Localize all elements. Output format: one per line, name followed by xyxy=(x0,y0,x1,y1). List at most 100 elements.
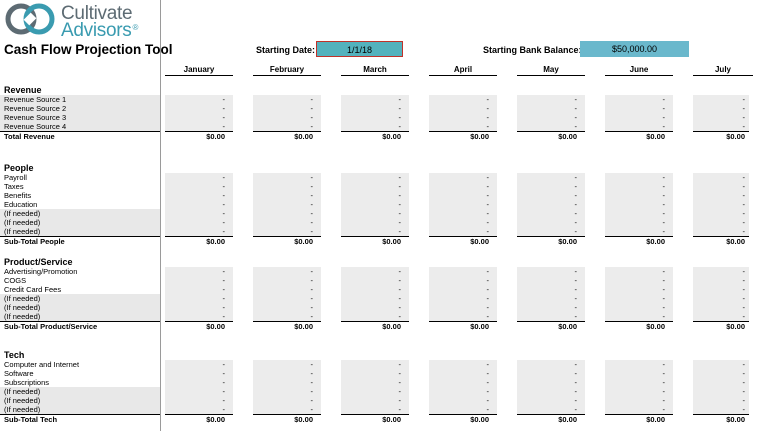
value-cell[interactable]: - xyxy=(574,173,578,182)
value-cell[interactable]: - xyxy=(486,122,490,131)
value-cell[interactable]: - xyxy=(662,303,666,312)
value-cell[interactable]: - xyxy=(222,312,226,321)
value-cell[interactable]: - xyxy=(574,405,578,414)
value-cell[interactable]: - xyxy=(574,227,578,236)
value-cell[interactable]: - xyxy=(398,396,402,405)
value-cell[interactable]: - xyxy=(222,113,226,122)
value-cell[interactable]: - xyxy=(222,303,226,312)
value-cell[interactable]: - xyxy=(310,312,314,321)
value-cell[interactable]: - xyxy=(310,122,314,131)
value-cell[interactable]: - xyxy=(398,122,402,131)
value-cell[interactable]: - xyxy=(742,122,746,131)
value-cell[interactable]: - xyxy=(486,200,490,209)
value-cell[interactable]: - xyxy=(662,387,666,396)
value-cell[interactable]: - xyxy=(310,405,314,414)
value-cell[interactable]: - xyxy=(398,209,402,218)
value-cell[interactable]: - xyxy=(398,369,402,378)
value-cell[interactable]: - xyxy=(662,405,666,414)
value-cell[interactable]: - xyxy=(574,267,578,276)
value-cell[interactable]: - xyxy=(662,267,666,276)
value-cell[interactable]: - xyxy=(310,396,314,405)
value-cell[interactable]: - xyxy=(742,267,746,276)
value-cell[interactable]: - xyxy=(742,303,746,312)
value-cell[interactable]: - xyxy=(222,294,226,303)
value-cell[interactable]: - xyxy=(486,209,490,218)
value-cell[interactable]: - xyxy=(662,378,666,387)
value-cell[interactable]: - xyxy=(662,276,666,285)
value-cell[interactable]: - xyxy=(222,369,226,378)
value-cell[interactable]: - xyxy=(486,191,490,200)
value-cell[interactable]: - xyxy=(222,191,226,200)
value-cell[interactable]: - xyxy=(222,122,226,131)
value-cell[interactable]: - xyxy=(742,312,746,321)
value-cell[interactable]: - xyxy=(742,276,746,285)
value-cell[interactable]: - xyxy=(222,209,226,218)
value-cell[interactable]: - xyxy=(662,104,666,113)
value-cell[interactable]: - xyxy=(310,267,314,276)
value-cell[interactable]: - xyxy=(574,104,578,113)
value-cell[interactable]: - xyxy=(574,113,578,122)
value-cell[interactable]: - xyxy=(742,227,746,236)
value-cell[interactable]: - xyxy=(662,182,666,191)
value-cell[interactable]: - xyxy=(310,200,314,209)
value-cell[interactable]: - xyxy=(310,378,314,387)
value-cell[interactable]: - xyxy=(398,218,402,227)
value-cell[interactable]: - xyxy=(222,200,226,209)
value-cell[interactable]: - xyxy=(742,369,746,378)
value-cell[interactable]: - xyxy=(310,209,314,218)
value-cell[interactable]: - xyxy=(486,294,490,303)
value-cell[interactable]: - xyxy=(574,122,578,131)
value-cell[interactable]: - xyxy=(662,191,666,200)
value-cell[interactable]: - xyxy=(310,303,314,312)
value-cell[interactable]: - xyxy=(398,303,402,312)
value-cell[interactable]: - xyxy=(662,200,666,209)
value-cell[interactable]: - xyxy=(222,405,226,414)
value-cell[interactable]: - xyxy=(310,191,314,200)
starting-date-cell[interactable]: 1/1/18 xyxy=(316,41,403,57)
value-cell[interactable]: - xyxy=(398,182,402,191)
value-cell[interactable]: - xyxy=(222,285,226,294)
value-cell[interactable]: - xyxy=(486,182,490,191)
value-cell[interactable]: - xyxy=(662,285,666,294)
value-cell[interactable]: - xyxy=(310,104,314,113)
value-cell[interactable]: - xyxy=(310,182,314,191)
value-cell[interactable]: - xyxy=(742,396,746,405)
value-cell[interactable]: - xyxy=(574,276,578,285)
value-cell[interactable]: - xyxy=(398,267,402,276)
value-cell[interactable]: - xyxy=(574,303,578,312)
value-cell[interactable]: - xyxy=(486,303,490,312)
value-cell[interactable]: - xyxy=(222,387,226,396)
value-cell[interactable]: - xyxy=(742,191,746,200)
value-cell[interactable]: - xyxy=(222,276,226,285)
value-cell[interactable]: - xyxy=(310,276,314,285)
value-cell[interactable]: - xyxy=(574,182,578,191)
value-cell[interactable]: - xyxy=(574,312,578,321)
value-cell[interactable]: - xyxy=(222,182,226,191)
value-cell[interactable]: - xyxy=(398,387,402,396)
value-cell[interactable]: - xyxy=(574,294,578,303)
value-cell[interactable]: - xyxy=(574,200,578,209)
value-cell[interactable]: - xyxy=(574,95,578,104)
value-cell[interactable]: - xyxy=(398,285,402,294)
value-cell[interactable]: - xyxy=(742,113,746,122)
value-cell[interactable]: - xyxy=(574,191,578,200)
value-cell[interactable]: - xyxy=(398,276,402,285)
value-cell[interactable]: - xyxy=(310,173,314,182)
value-cell[interactable]: - xyxy=(486,227,490,236)
value-cell[interactable]: - xyxy=(222,267,226,276)
value-cell[interactable]: - xyxy=(742,200,746,209)
value-cell[interactable]: - xyxy=(742,104,746,113)
value-cell[interactable]: - xyxy=(310,227,314,236)
value-cell[interactable]: - xyxy=(742,405,746,414)
value-cell[interactable]: - xyxy=(662,122,666,131)
value-cell[interactable]: - xyxy=(662,173,666,182)
value-cell[interactable]: - xyxy=(222,218,226,227)
value-cell[interactable]: - xyxy=(222,378,226,387)
value-cell[interactable]: - xyxy=(486,405,490,414)
value-cell[interactable]: - xyxy=(574,387,578,396)
value-cell[interactable]: - xyxy=(222,360,226,369)
value-cell[interactable]: - xyxy=(662,95,666,104)
value-cell[interactable]: - xyxy=(310,369,314,378)
value-cell[interactable]: - xyxy=(398,294,402,303)
value-cell[interactable]: - xyxy=(222,95,226,104)
